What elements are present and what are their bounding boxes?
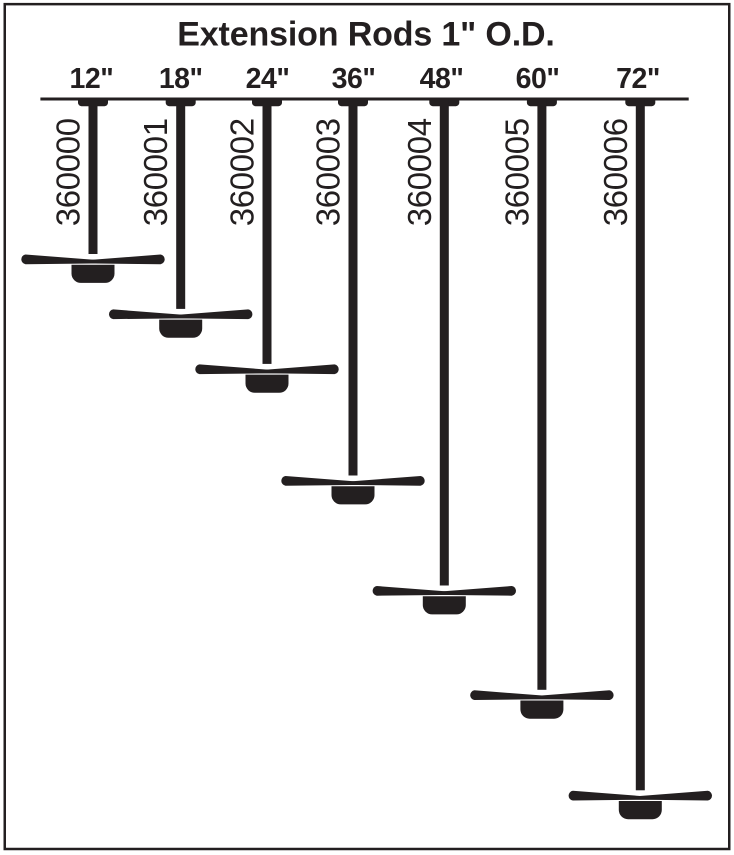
svg-text:48": 48" — [420, 63, 464, 95]
svg-text:360003: 360003 — [310, 118, 347, 226]
svg-text:36": 36" — [332, 63, 376, 95]
svg-text:12": 12" — [70, 63, 114, 95]
svg-text:18": 18" — [159, 63, 203, 95]
svg-text:60": 60" — [516, 63, 560, 95]
svg-text:Extension Rods 1" O.D.: Extension Rods 1" O.D. — [177, 16, 554, 54]
svg-text:360000: 360000 — [50, 118, 87, 226]
svg-text:72": 72" — [616, 63, 660, 95]
svg-text:360001: 360001 — [137, 118, 174, 226]
svg-text:24": 24" — [246, 63, 290, 95]
svg-text:360002: 360002 — [224, 118, 261, 226]
svg-text:360004: 360004 — [401, 118, 438, 226]
svg-text:360006: 360006 — [597, 118, 634, 226]
svg-text:360005: 360005 — [498, 118, 535, 226]
